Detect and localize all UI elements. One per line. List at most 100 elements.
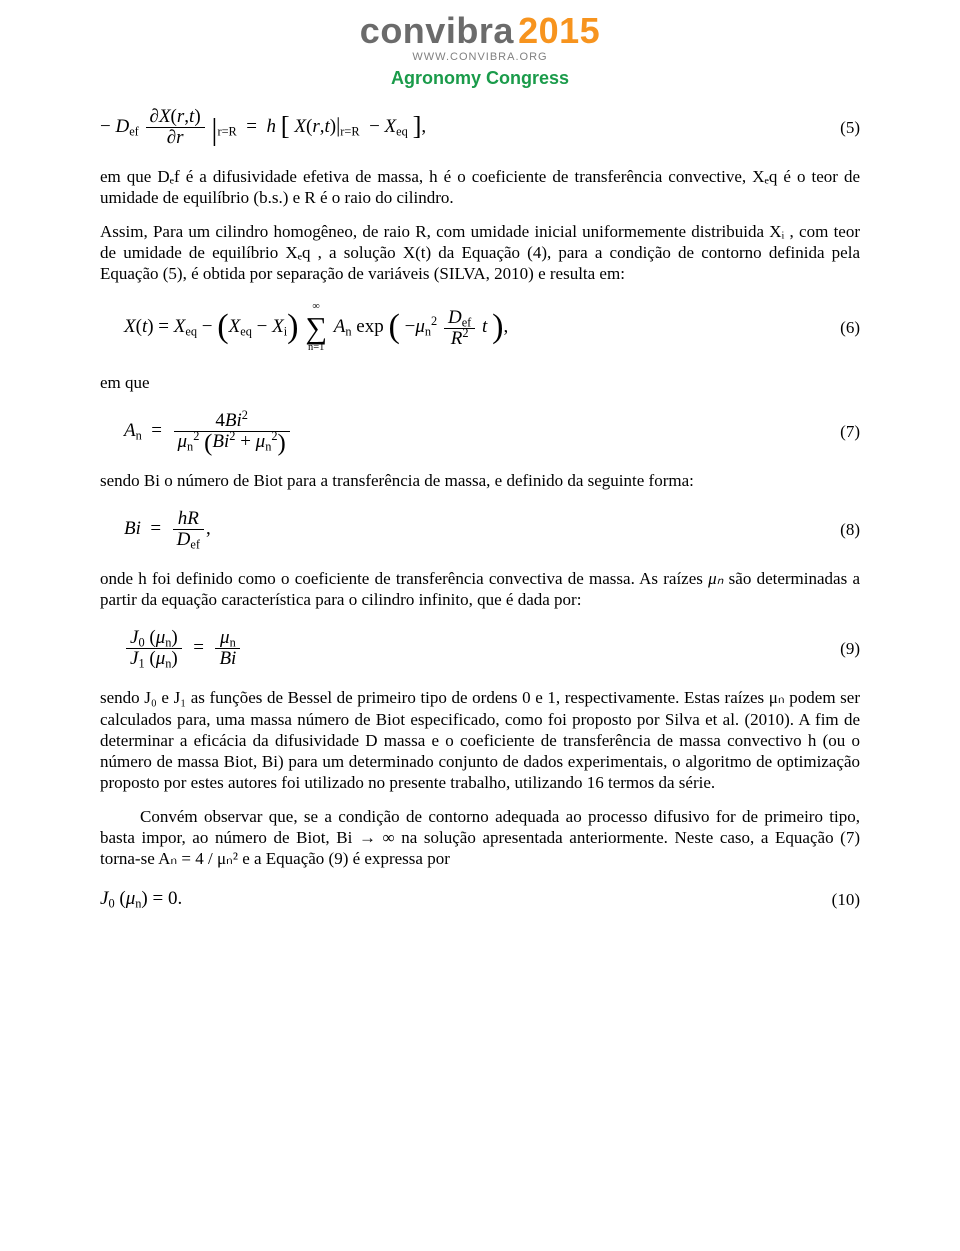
eq5-lbracket: [	[281, 111, 290, 141]
para-final: Convém observar que, se a condição de co…	[100, 806, 860, 870]
eq9-1: 1	[138, 657, 144, 671]
eq5-frac: ∂X(r,t) ∂r	[146, 107, 205, 148]
equation-5-body: − Def ∂X(r,t) ∂r |r=R = h [ X(r,t)|r=R −…	[100, 107, 426, 148]
equation-5: − Def ∂X(r,t) ∂r |r=R = h [ X(r,t)|r=R −…	[100, 107, 860, 148]
eq8-frac: hR Def	[173, 509, 204, 550]
eq6-rparen1: )	[287, 309, 298, 346]
mu-n-inline-1: μₙ	[708, 569, 723, 588]
eq5-eqsub: eq	[396, 125, 408, 139]
eq6-eq2: eq	[240, 325, 252, 339]
eq7-plus: +	[240, 431, 251, 452]
eq7-eq: =	[151, 420, 162, 441]
eq8-comma: ,	[206, 518, 211, 539]
para-final-c: e a Equação (9) é expressa por	[238, 849, 450, 868]
eq5-D: D	[115, 116, 129, 137]
equation-6-number: (6)	[828, 317, 860, 338]
eq8-Bi: Bi	[124, 518, 141, 539]
page: convibra 2015 WWW.CONVIBRA.ORG Agronomy …	[0, 0, 960, 1251]
eq6-n1: n	[345, 325, 351, 339]
eq8-R: R	[187, 508, 199, 529]
para-after-eq7: sendo Bi o número de Biot para a transfe…	[100, 470, 860, 491]
eq6-lparen1: (	[217, 309, 228, 346]
eq7-n1: n	[136, 428, 142, 442]
equation-6: X(t) = Xeq − (Xeq − Xi) ∞ ∑ n=1 An exp (…	[100, 302, 860, 353]
eq9-Bi: Bi	[219, 648, 236, 669]
para-before-eq6: Assim, Para um cilindro homogêneo, de ra…	[100, 221, 860, 285]
equation-6-body: X(t) = Xeq − (Xeq − Xi) ∞ ∑ n=1 An exp (…	[124, 302, 508, 353]
eq6-sum: ∞ ∑ n=1	[305, 302, 327, 353]
eq9-0: 0	[138, 636, 144, 650]
para8-a: onde h foi definido como o coeficiente d…	[100, 569, 708, 588]
eq6-frac: Def R2	[444, 308, 475, 349]
header-logo: convibra 2015 WWW.CONVIBRA.ORG Agronomy …	[100, 0, 860, 89]
equation-8: Bi = hR Def , (8)	[100, 509, 860, 550]
eq7-sq1: 2	[242, 408, 248, 422]
eq6-mu: μ	[415, 316, 425, 337]
eq6-lparen2: (	[388, 309, 399, 346]
eq6-sq1: 2	[431, 315, 437, 329]
eq5-eq: =	[246, 116, 257, 137]
eq5-r3: r	[312, 116, 319, 137]
para-after-eq9: sendo J₀ e J₁ as funções de Bessel de pr…	[100, 687, 860, 793]
eq8-h: h	[178, 508, 188, 529]
eq5-X2: X	[294, 116, 306, 137]
equation-9: J0 (μn) J1 (μn) = μn Bi (9)	[100, 628, 860, 669]
eq6-comma: ,	[503, 316, 508, 337]
eq5-rR1: r=R	[217, 125, 236, 139]
equation-8-number: (8)	[828, 519, 860, 540]
eq5-t2: t	[324, 116, 329, 137]
eq5-partial-bot: ∂	[167, 127, 176, 148]
eq7-Bi2: Bi	[212, 431, 229, 452]
eq9-mu3: μ	[220, 627, 230, 648]
eq5-comma: ,	[421, 116, 426, 137]
eq5-ef: ef	[129, 125, 139, 139]
eq5-h: h	[267, 116, 277, 137]
eq5-t: t	[189, 106, 194, 127]
eq7-mu1: μ	[178, 431, 188, 452]
eq5-partial-top: ∂	[150, 106, 159, 127]
eq7-frac: 4Bi2 μn2 (Bi2 + μn2)	[174, 411, 290, 452]
eq7-4: 4	[215, 410, 225, 431]
logo-line-1: convibra 2015	[100, 8, 860, 53]
eq5-Xeq: X	[385, 116, 397, 137]
eq6-eq1: eq	[185, 325, 197, 339]
an-4mu2: Aₙ = 4 / μₙ²	[158, 849, 238, 868]
equation-10: J0 (μn) = 0. (10)	[100, 887, 860, 911]
bi-to-inf: Bi → ∞	[336, 828, 394, 847]
eq7-Bi1: Bi	[225, 410, 242, 431]
eq8-eq: =	[150, 518, 161, 539]
para-after-eq5: em que Dₑf é a difusividade efetiva de m…	[100, 166, 860, 209]
equation-10-body: J0 (μn) = 0.	[100, 887, 182, 911]
eq5-r2: r	[176, 127, 183, 148]
equation-5-number: (5)	[828, 117, 860, 138]
eq9-frac-lhs: J0 (μn) J1 (μn)	[126, 628, 182, 669]
eq9-n2: n	[165, 657, 171, 671]
equation-9-body: J0 (μn) J1 (μn) = μn Bi	[124, 628, 242, 669]
eq8-ef: ef	[190, 538, 200, 552]
eq6-sq2: 2	[462, 326, 468, 340]
eq6-A: A	[334, 316, 346, 337]
eq6-exp: exp	[356, 316, 383, 337]
eq10-0: 0	[108, 897, 114, 911]
eq10-mu: μ	[126, 888, 136, 909]
eq10-n: n	[135, 897, 141, 911]
equation-9-number: (9)	[828, 638, 860, 659]
eq7-mu2: μ	[256, 431, 266, 452]
eq5-X: X	[159, 106, 171, 127]
eq10-eq0: = 0.	[148, 888, 182, 909]
eq9-frac-rhs: μn Bi	[215, 628, 240, 669]
eq7-A: A	[124, 420, 136, 441]
eq6-minus: −	[202, 316, 217, 337]
equation-7: An = 4Bi2 μn2 (Bi2 + μn2) (7)	[100, 411, 860, 452]
eq7-sq3: 2	[229, 429, 235, 443]
logo-url: WWW.CONVIBRA.ORG	[100, 51, 860, 65]
eq8-D: D	[177, 529, 191, 550]
logo-year: 2015	[518, 10, 600, 51]
logo-subtitle: Agronomy Congress	[100, 67, 860, 90]
eq6-t: t	[482, 316, 487, 337]
eq6-sumbot: n=1	[305, 343, 327, 353]
eq5-neg: −	[100, 116, 111, 137]
eq6-D: D	[448, 307, 462, 328]
logo-brand: convibra	[360, 10, 514, 51]
eq9-eq: =	[193, 637, 204, 658]
